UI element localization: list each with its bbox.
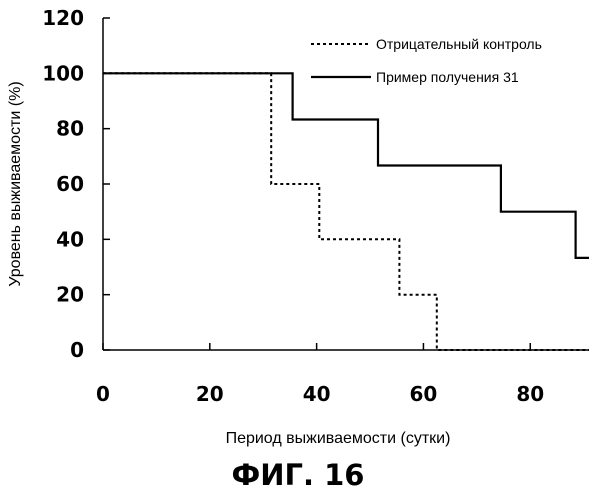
y-tick-label: 80 bbox=[56, 117, 84, 141]
y-axis-ticks: 0 20 40 60 80 100 120 bbox=[42, 6, 110, 362]
y-axis-title: Уровень выживаемости (%) bbox=[7, 81, 24, 286]
x-tick-label: 40 bbox=[303, 382, 331, 406]
series-layer bbox=[103, 73, 589, 350]
y-tick-label: 0 bbox=[70, 338, 84, 362]
y-tick-label: 20 bbox=[56, 283, 84, 307]
y-tick-label: 100 bbox=[42, 61, 84, 85]
figure-caption: ФИГ. 16 bbox=[0, 458, 596, 492]
plot-area bbox=[103, 18, 589, 350]
x-tick-label: 0 bbox=[96, 382, 110, 406]
series-line-2 bbox=[103, 73, 589, 258]
x-axis-ticks: 0 20 40 60 80 bbox=[96, 343, 544, 406]
x-tick-label: 80 bbox=[516, 382, 544, 406]
y-tick-label: 120 bbox=[42, 6, 84, 30]
x-tick-label: 60 bbox=[410, 382, 438, 406]
x-tick-label: 20 bbox=[196, 382, 224, 406]
y-tick-label: 40 bbox=[56, 227, 84, 251]
legend: Отрицательный контроль Пример получения 3… bbox=[311, 36, 542, 85]
x-axis-title: Период выживаемости (сутки) bbox=[226, 430, 451, 447]
y-tick-label: 60 bbox=[56, 172, 84, 196]
legend-label-2: Пример получения 31 bbox=[376, 69, 519, 85]
legend-label-1: Отрицательный контроль bbox=[376, 36, 542, 52]
